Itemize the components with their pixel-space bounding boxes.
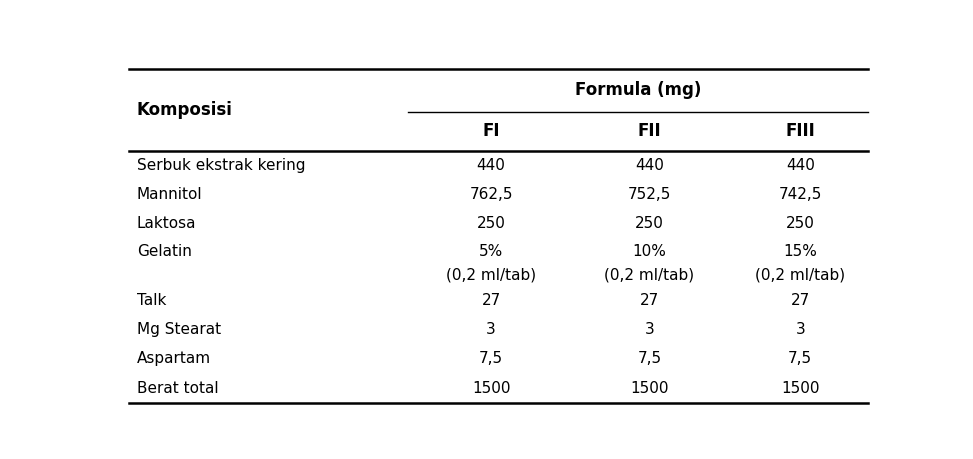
Text: 440: 440 [477,158,506,173]
Text: 27: 27 [640,293,659,308]
Text: (0,2 ml/tab): (0,2 ml/tab) [755,268,846,283]
Text: 27: 27 [482,293,501,308]
Text: FI: FI [483,122,500,140]
Text: 742,5: 742,5 [778,187,822,202]
Text: 5%: 5% [479,244,503,259]
Text: 1500: 1500 [631,381,668,396]
Text: 7,5: 7,5 [479,351,503,366]
Text: 15%: 15% [783,244,817,259]
Text: 250: 250 [786,216,814,231]
Text: 440: 440 [635,158,664,173]
Text: 3: 3 [795,322,806,337]
Text: Komposisi: Komposisi [136,101,233,119]
Text: Mg Stearat: Mg Stearat [136,322,221,337]
Text: (0,2 ml/tab): (0,2 ml/tab) [604,268,695,283]
Text: 10%: 10% [632,244,667,259]
Text: 250: 250 [477,216,506,231]
Text: 3: 3 [486,322,496,337]
Text: 1500: 1500 [472,381,511,396]
Text: 27: 27 [791,293,810,308]
Text: Berat total: Berat total [136,381,218,396]
Text: (0,2 ml/tab): (0,2 ml/tab) [446,268,536,283]
Text: FII: FII [637,122,662,140]
Text: Gelatin: Gelatin [136,244,192,259]
Text: Serbuk ekstrak kering: Serbuk ekstrak kering [136,158,306,173]
Text: Talk: Talk [136,293,166,308]
Text: 250: 250 [635,216,664,231]
Text: 1500: 1500 [781,381,819,396]
Text: 7,5: 7,5 [637,351,662,366]
Text: Laktosa: Laktosa [136,216,197,231]
Text: 3: 3 [644,322,655,337]
Text: Mannitol: Mannitol [136,187,202,202]
Text: Aspartam: Aspartam [136,351,211,366]
Text: 440: 440 [786,158,814,173]
Text: 752,5: 752,5 [628,187,671,202]
Text: FIII: FIII [785,122,815,140]
Text: 762,5: 762,5 [469,187,513,202]
Text: 7,5: 7,5 [788,351,812,366]
Text: Formula (mg): Formula (mg) [575,81,702,100]
